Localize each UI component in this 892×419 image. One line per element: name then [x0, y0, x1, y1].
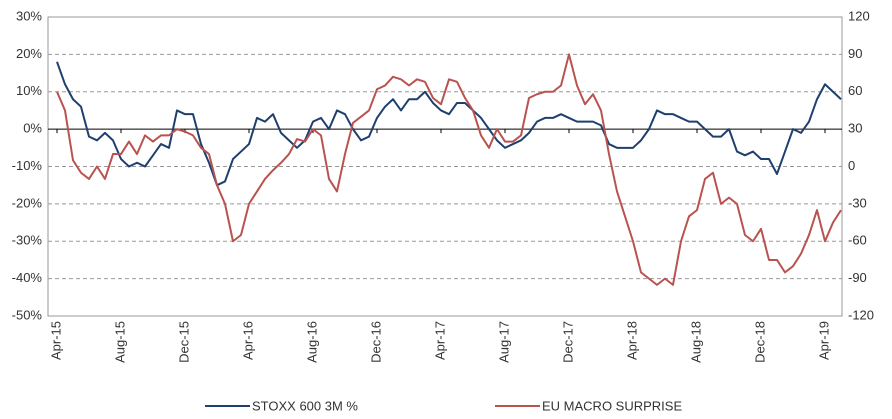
x-tick-label: Apr-18 [624, 321, 639, 360]
y-tick-label: 20% [16, 46, 42, 61]
x-tick-label: Apr-19 [816, 321, 831, 360]
y2-tick-label: 0 [848, 158, 855, 173]
y2-tick-label: 90 [848, 46, 862, 61]
y2-tick-label: -30 [848, 195, 867, 210]
y2-tick-label: 30 [848, 121, 862, 136]
y2-tick-label: -60 [848, 233, 867, 248]
y2-tick-label: 120 [848, 8, 870, 23]
y-tick-label: 10% [16, 83, 42, 98]
x-tick-label: Aug-18 [688, 321, 703, 363]
x-tick-label: Apr-17 [432, 321, 447, 360]
y-tick-label: -40% [12, 270, 43, 285]
y-tick-label: -30% [12, 233, 43, 248]
x-tick-label: Dec-16 [368, 321, 383, 363]
y-tick-label: -10% [12, 158, 43, 173]
x-tick-label: Apr-16 [240, 321, 255, 360]
y2-tick-label: -120 [848, 307, 874, 322]
x-tick-label: Aug-16 [304, 321, 319, 363]
x-tick-label: Aug-17 [496, 321, 511, 363]
series-line [56, 61, 842, 187]
series-line [56, 53, 842, 286]
y2-tick-label: 60 [848, 83, 862, 98]
legend-label: EU MACRO SURPRISE [542, 398, 682, 413]
y-tick-label: 0% [23, 121, 42, 136]
y-tick-label: -20% [12, 195, 43, 210]
x-tick-label: Dec-17 [560, 321, 575, 363]
y-tick-label: -50% [12, 307, 43, 322]
x-tick-label: Aug-15 [112, 321, 127, 363]
y-tick-label: 30% [16, 8, 42, 23]
legend-label: STOXX 600 3M % [252, 398, 358, 413]
x-tick-label: Apr-15 [48, 321, 63, 360]
x-tick-label: Dec-18 [752, 321, 767, 363]
y2-tick-label: -90 [848, 270, 867, 285]
x-tick-label: Dec-15 [176, 321, 191, 363]
